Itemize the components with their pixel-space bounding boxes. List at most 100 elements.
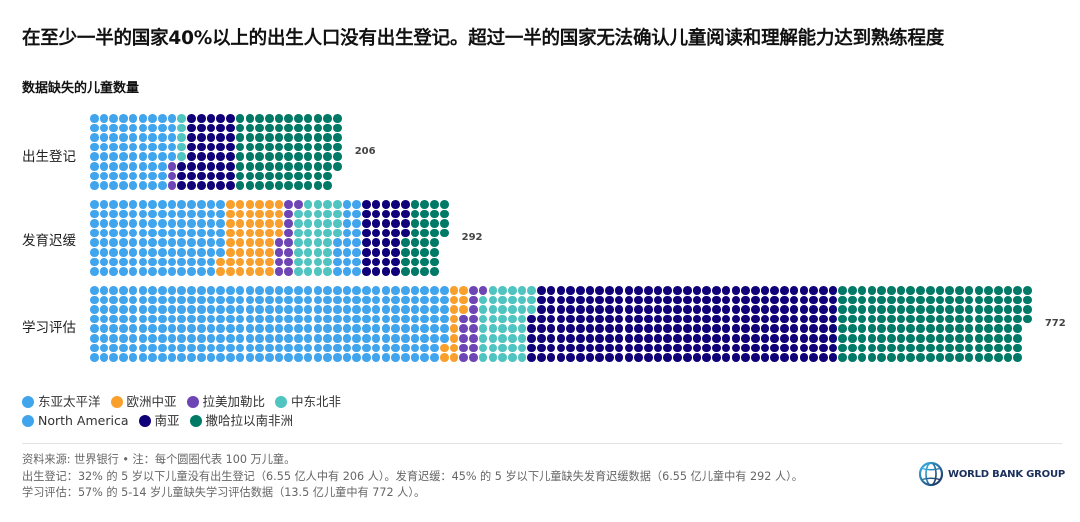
waffle-dot: [128, 334, 138, 343]
waffle-dot: [401, 286, 410, 295]
waffle-dot: [235, 171, 245, 181]
waffle-dot: [653, 324, 663, 333]
waffle-dot: [206, 343, 216, 353]
waffle-dot: [148, 228, 157, 238]
waffle-dot: [974, 286, 984, 295]
waffle-dot: [235, 238, 245, 247]
legend-item-latin-america-caribbean: 拉美加勒比: [186, 392, 266, 411]
waffle-dot: [119, 200, 128, 209]
waffle-dot: [819, 343, 828, 353]
waffle-dot: [362, 248, 371, 257]
waffle-dot: [303, 114, 313, 123]
waffle-dot: [245, 228, 255, 238]
waffle-dot: [469, 334, 478, 343]
waffle-dot: [226, 248, 235, 257]
waffle-dot: [119, 267, 128, 276]
waffle-dot: [255, 142, 264, 152]
waffle-dot: [206, 324, 216, 333]
waffle-dot: [935, 334, 945, 343]
waffle-dot: [595, 343, 605, 353]
waffle-dot: [119, 171, 128, 181]
waffle-dot: [566, 324, 575, 333]
waffle-dot: [90, 162, 99, 171]
waffle-dot: [352, 248, 362, 257]
waffle-dot: [430, 248, 439, 257]
waffle-dot: [274, 267, 284, 276]
waffle-dot: [809, 334, 818, 343]
waffle-dot: [274, 295, 284, 305]
waffle-dot: [235, 334, 245, 343]
waffle-dot: [167, 228, 177, 238]
waffle-dot: [303, 238, 313, 247]
waffle-dot: [371, 286, 381, 295]
waffle-dot: [128, 305, 138, 314]
waffle-dot: [216, 142, 225, 152]
waffle-dot: [303, 295, 313, 305]
waffle-dot: [537, 286, 546, 295]
legend-label: 欧洲中亚: [126, 394, 177, 409]
waffle-dot: [196, 162, 206, 171]
waffle-dot: [274, 162, 284, 171]
waffle-dot: [712, 343, 721, 353]
waffle-dot: [692, 324, 702, 333]
waffle-dot: [371, 295, 381, 305]
legend-label: 拉美加勒比: [202, 394, 266, 409]
waffle-dot: [148, 257, 157, 267]
waffle-dot: [381, 305, 391, 314]
waffle-dot: [556, 353, 566, 362]
waffle-dot: [323, 114, 332, 123]
waffle-dot: [333, 114, 342, 123]
waffle-dot: [284, 334, 293, 343]
waffle-dot: [352, 219, 362, 228]
waffle-dot: [498, 343, 507, 353]
waffle-dot: [226, 238, 235, 247]
waffle-dot: [964, 286, 974, 295]
waffle-dot: [128, 152, 138, 161]
waffle-dot: [206, 142, 216, 152]
waffle-dot: [323, 324, 332, 333]
waffle-dot: [90, 219, 99, 228]
waffle-dot: [342, 267, 352, 276]
waffle-dot: [119, 209, 128, 219]
waffle-dot: [488, 353, 498, 362]
waffle-dot: [537, 353, 546, 362]
waffle-dot: [935, 353, 945, 362]
waffle-dot: [673, 295, 682, 305]
waffle-dot: [867, 353, 877, 362]
waffle-dot: [916, 343, 925, 353]
waffle-dot: [167, 324, 177, 333]
waffle-dot: [527, 286, 536, 295]
waffle-dot: [99, 305, 109, 314]
waffle-dot: [420, 228, 430, 238]
waffle-dot: [585, 324, 595, 333]
waffle-dot: [381, 286, 391, 295]
waffle-dot: [1003, 314, 1013, 324]
waffle-dot: [605, 305, 614, 314]
waffle-dot: [109, 219, 119, 228]
waffle-dot: [352, 314, 362, 324]
waffle-dot: [401, 334, 410, 343]
waffle-dot: [459, 334, 468, 343]
waffle-dot: [206, 200, 216, 209]
waffle-dot: [333, 228, 342, 238]
waffle-dot: [158, 181, 167, 190]
waffle-dot: [430, 295, 439, 305]
waffle-dot: [128, 171, 138, 181]
waffle-dot: [138, 324, 148, 333]
waffle-dot: [167, 200, 177, 209]
waffle-dot: [430, 343, 439, 353]
waffle-dot: [401, 209, 410, 219]
waffle-dot: [1013, 334, 1022, 343]
waffle-dot: [255, 305, 264, 314]
waffle-dot: [158, 133, 167, 142]
waffle-dot: [352, 305, 362, 314]
waffle-dot: [206, 123, 216, 133]
waffle-dot: [925, 295, 935, 305]
waffle-dot: [469, 286, 478, 295]
waffle-dot: [167, 142, 177, 152]
waffle-dot: [226, 334, 235, 343]
waffle-dot: [692, 334, 702, 343]
waffle-dot: [187, 295, 196, 305]
waffle-dot: [682, 286, 692, 295]
waffle-dot: [828, 305, 838, 314]
